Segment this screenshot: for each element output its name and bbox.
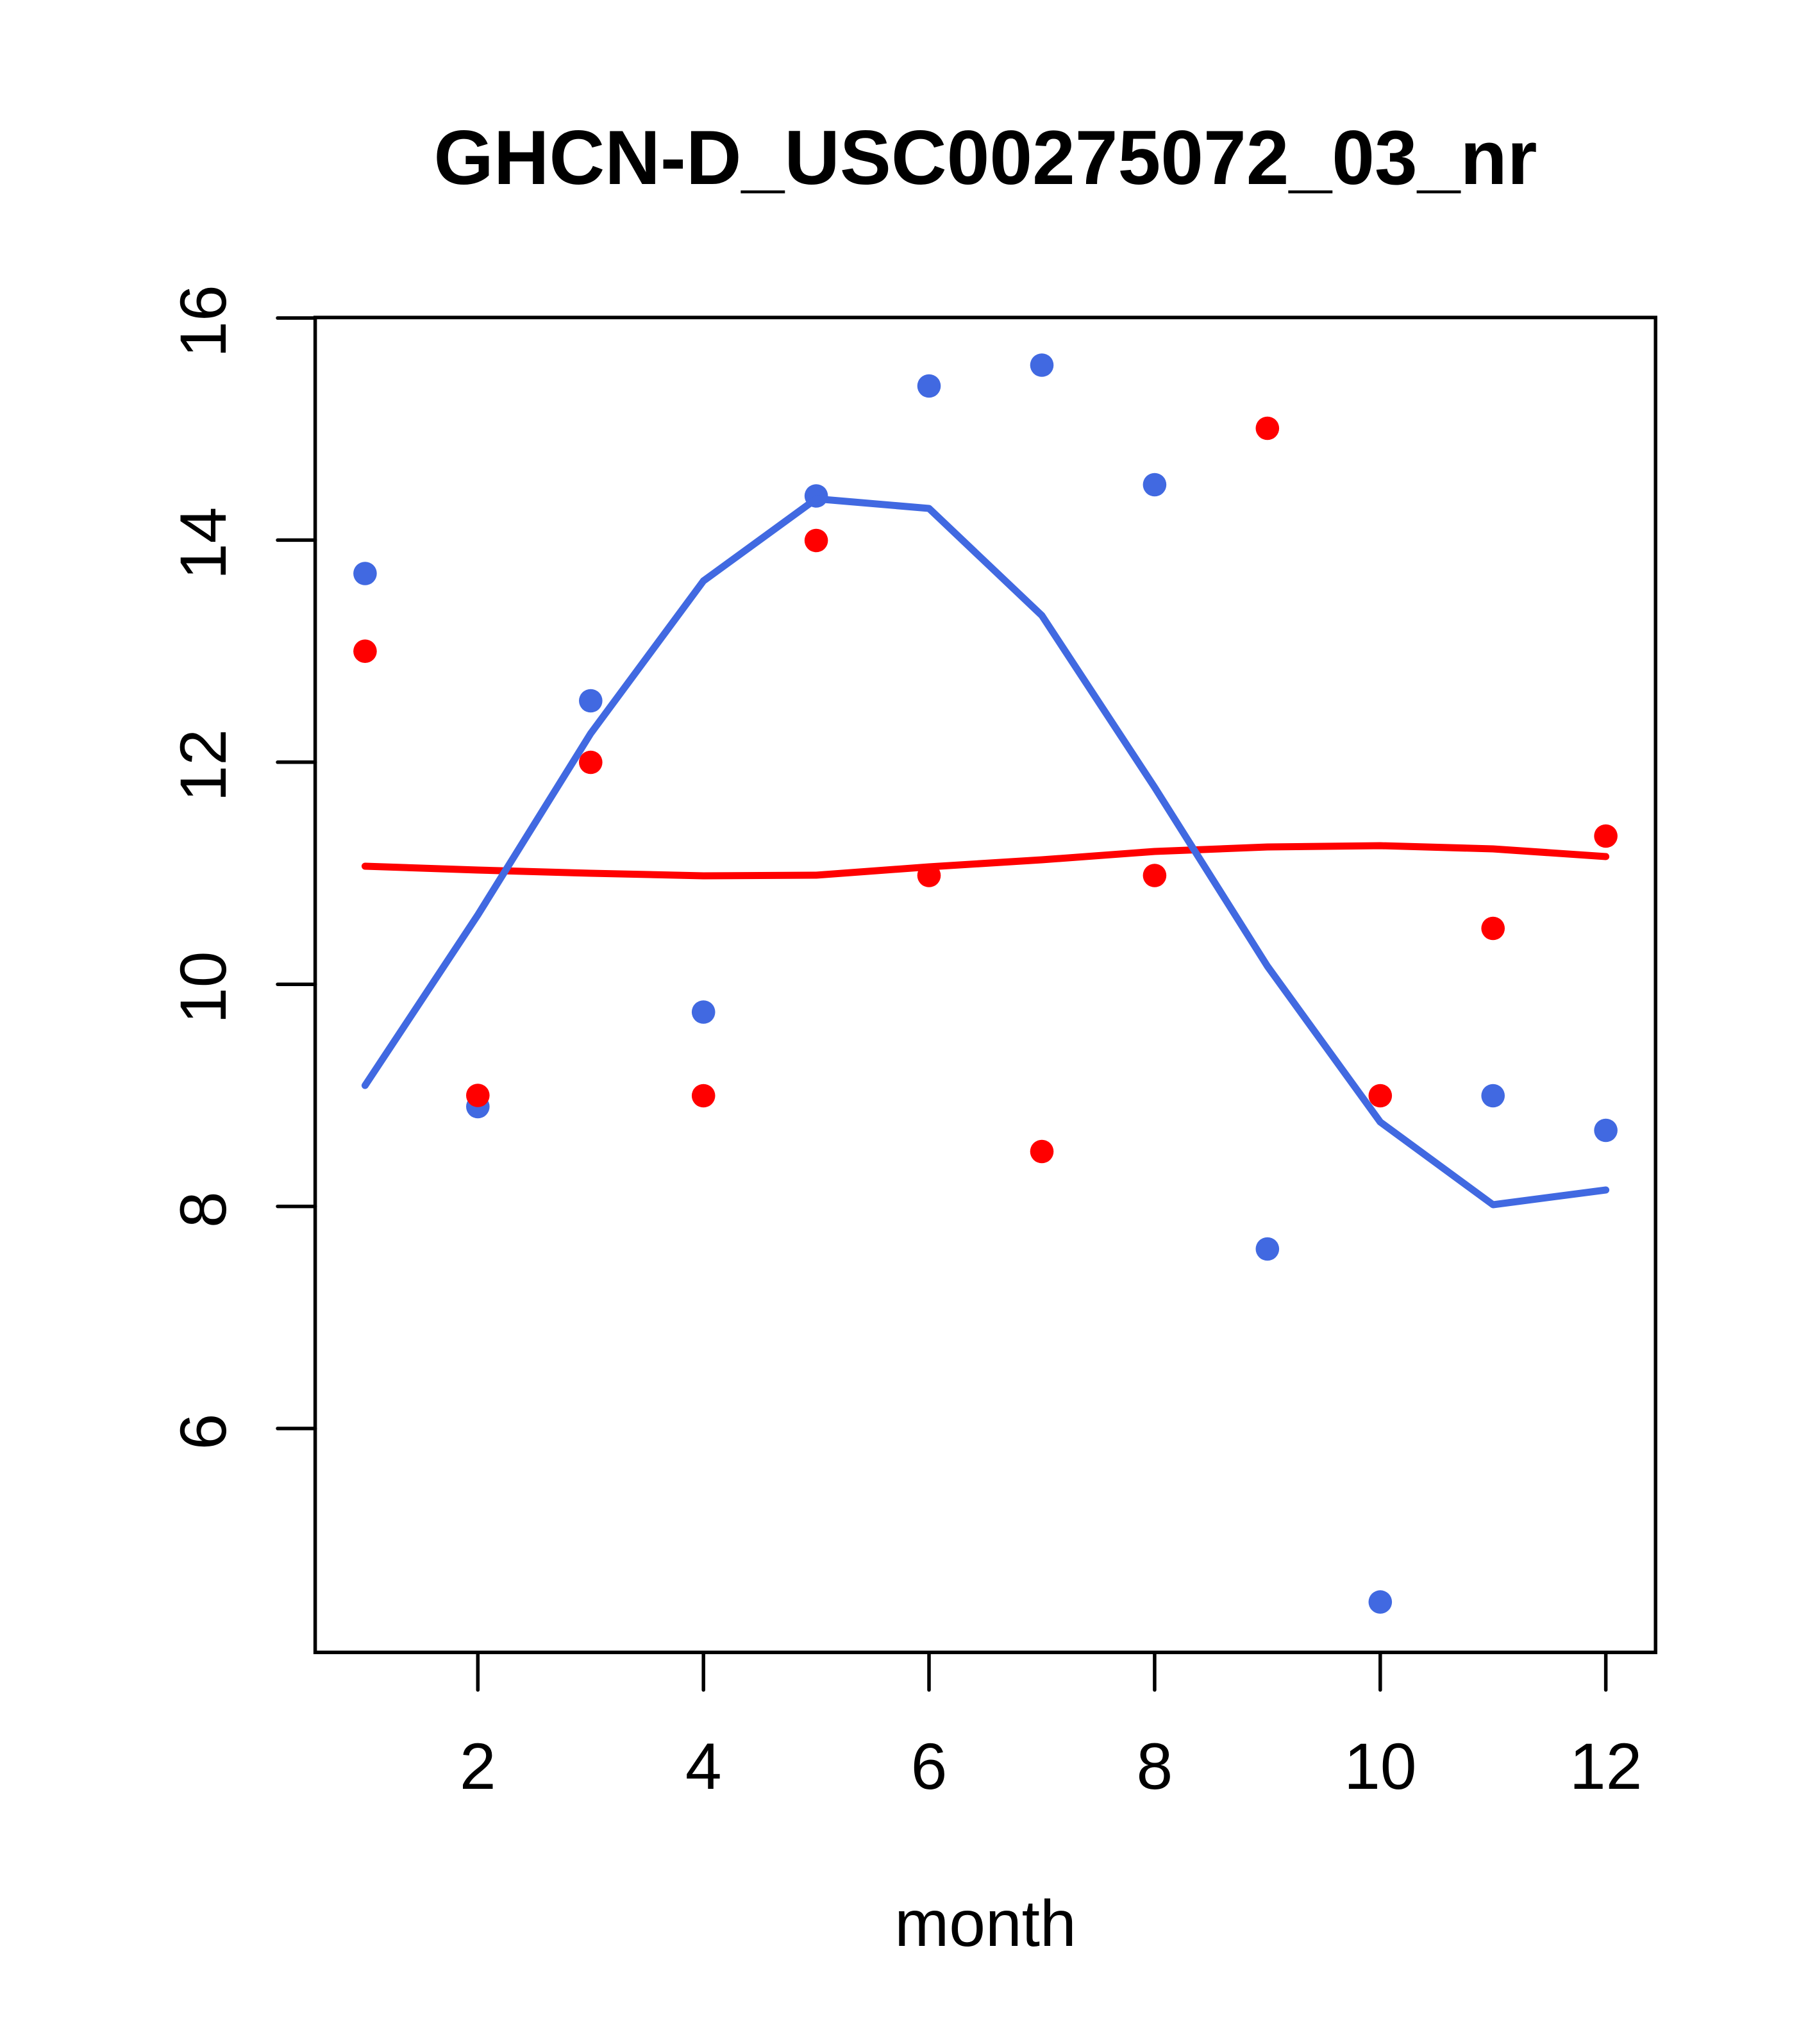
- svg-text:12: 12: [167, 729, 240, 801]
- svg-text:8: 8: [167, 1191, 240, 1228]
- svg-text:12: 12: [1570, 1730, 1642, 1803]
- svg-text:2: 2: [460, 1730, 496, 1803]
- svg-text:4: 4: [685, 1730, 722, 1803]
- svg-text:6: 6: [911, 1730, 948, 1803]
- svg-text:14: 14: [167, 507, 240, 580]
- svg-text:10: 10: [167, 951, 240, 1023]
- svg-text:6: 6: [167, 1414, 240, 1450]
- svg-text:10: 10: [1344, 1730, 1416, 1803]
- svg-text:16: 16: [167, 285, 240, 357]
- svg-text:GHCN-D_USC00275072_03_nr: GHCN-D_USC00275072_03_nr: [434, 115, 1537, 201]
- svg-text:8: 8: [1137, 1730, 1173, 1803]
- svg-text:month: month: [894, 1887, 1076, 1960]
